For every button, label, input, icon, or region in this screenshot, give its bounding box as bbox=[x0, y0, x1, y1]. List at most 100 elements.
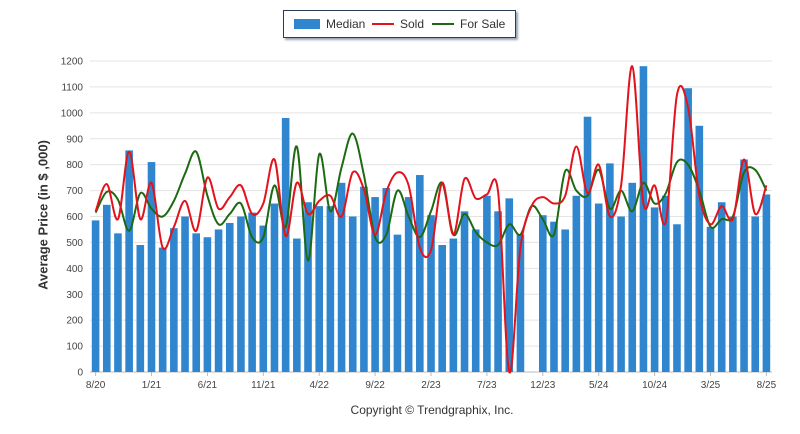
median-bar bbox=[181, 216, 189, 372]
y-tick-label: 300 bbox=[66, 290, 83, 301]
median-bar bbox=[237, 216, 245, 372]
median-bar bbox=[650, 207, 659, 372]
y-tick-label: 1000 bbox=[61, 108, 84, 119]
median-bar bbox=[751, 216, 760, 372]
y-tick-label: 1100 bbox=[61, 82, 83, 93]
median-bar bbox=[539, 215, 547, 372]
x-tick-label: 6/21 bbox=[198, 380, 218, 391]
x-tick-label: 5/24 bbox=[589, 380, 609, 391]
x-tick-label: 4/22 bbox=[309, 380, 329, 391]
median-bar bbox=[270, 203, 279, 372]
x-tick-label: 7/23 bbox=[477, 380, 497, 391]
y-tick-label: 800 bbox=[66, 160, 83, 171]
x-axis-ticks: 8/20 1/21 6/21 11/21 4/22 9/22 2/23 7/23 12/23 5/… bbox=[86, 372, 777, 391]
x-tick-label: 10/24 bbox=[642, 380, 667, 391]
median-bar bbox=[561, 229, 569, 372]
median-bar bbox=[136, 245, 145, 372]
median-bar bbox=[404, 197, 413, 372]
x-tick-label: 8/25 bbox=[757, 380, 777, 391]
median-bar bbox=[717, 202, 726, 372]
median-bar bbox=[550, 221, 558, 372]
x-tick-label: 1/21 bbox=[142, 380, 162, 391]
legend-median-swatch bbox=[294, 19, 320, 29]
y-tick-label: 900 bbox=[66, 134, 83, 145]
median-bar bbox=[673, 224, 681, 372]
median-bar bbox=[382, 187, 391, 372]
x-tick-label: 3/25 bbox=[701, 380, 721, 391]
median-bar bbox=[348, 216, 357, 372]
median-bars bbox=[91, 66, 771, 373]
for-sale-line bbox=[94, 132, 768, 262]
median-bar bbox=[572, 195, 581, 372]
median-bar bbox=[393, 234, 402, 372]
y-tick-label: 500 bbox=[66, 238, 83, 249]
median-bar bbox=[170, 228, 178, 372]
legend-median-label: Median bbox=[326, 17, 366, 31]
median-bar bbox=[315, 206, 323, 372]
median-bar bbox=[438, 245, 446, 372]
x-tick-label: 9/22 bbox=[365, 380, 385, 391]
sold-line bbox=[94, 65, 768, 374]
median-bar bbox=[516, 234, 525, 372]
median-bar bbox=[729, 216, 737, 372]
x-tick-label: 12/23 bbox=[530, 380, 555, 391]
median-bar bbox=[114, 233, 122, 372]
median-bar bbox=[337, 182, 346, 372]
median-bar bbox=[483, 195, 491, 372]
median-bar bbox=[762, 194, 771, 372]
median-bar bbox=[125, 150, 133, 372]
median-bar bbox=[416, 175, 424, 372]
median-bar bbox=[371, 197, 379, 372]
y-tick-label: 200 bbox=[66, 316, 83, 327]
median-bar bbox=[661, 195, 670, 372]
median-bar bbox=[158, 247, 167, 372]
y-axis-ticks: 0 100 200 300 400 500 600 700 800 900 1000 1100 1200 bbox=[61, 57, 84, 379]
copyright-text: Copyright © Trendgraphix, Inc. bbox=[350, 403, 514, 417]
median-bar bbox=[617, 216, 625, 372]
legend-for-sale-label: For Sale bbox=[460, 17, 506, 31]
y-tick-label: 1200 bbox=[61, 57, 84, 68]
y-tick-label: 100 bbox=[66, 342, 83, 353]
y-tick-label: 600 bbox=[66, 212, 83, 223]
y-tick-label: 400 bbox=[66, 264, 83, 275]
median-bar bbox=[293, 238, 301, 372]
median-bar bbox=[427, 215, 435, 372]
x-tick-label: 11/21 bbox=[251, 380, 276, 391]
median-bar bbox=[192, 233, 201, 372]
median-bar bbox=[695, 125, 704, 373]
median-bar bbox=[740, 159, 748, 372]
y-tick-label: 700 bbox=[66, 186, 83, 197]
legend-sold-label: Sold bbox=[400, 17, 425, 31]
legend-sold-swatch bbox=[372, 23, 394, 25]
y-axis-label: Average Price (in $ ,000) bbox=[35, 140, 51, 290]
median-bar bbox=[505, 198, 514, 372]
median-bar bbox=[684, 88, 692, 373]
median-bar bbox=[326, 206, 335, 372]
median-bar bbox=[639, 66, 648, 372]
median-bar bbox=[304, 202, 312, 372]
legend-for-sale-swatch bbox=[432, 23, 454, 25]
median-bar bbox=[449, 238, 458, 372]
median-bar bbox=[259, 225, 268, 372]
median-bar bbox=[594, 203, 603, 372]
median-bar bbox=[214, 229, 223, 372]
median-bar bbox=[203, 237, 212, 372]
median-bar bbox=[606, 163, 614, 372]
median-bar bbox=[281, 118, 290, 373]
median-bar bbox=[706, 226, 715, 372]
y-tick-label: 0 bbox=[77, 368, 83, 379]
median-bar bbox=[460, 211, 469, 372]
median-bar bbox=[494, 211, 502, 372]
median-bar bbox=[471, 229, 480, 372]
median-bar bbox=[248, 212, 256, 372]
median-bar bbox=[583, 116, 592, 373]
trend-lines bbox=[94, 65, 768, 374]
legend: Median Sold For Sale bbox=[283, 10, 516, 38]
x-tick-label: 8/20 bbox=[86, 380, 106, 391]
median-bar bbox=[225, 222, 234, 372]
x-tick-label: 2/23 bbox=[421, 380, 441, 391]
median-bar bbox=[102, 204, 111, 372]
median-bar bbox=[147, 162, 156, 372]
median-bar bbox=[360, 186, 368, 372]
